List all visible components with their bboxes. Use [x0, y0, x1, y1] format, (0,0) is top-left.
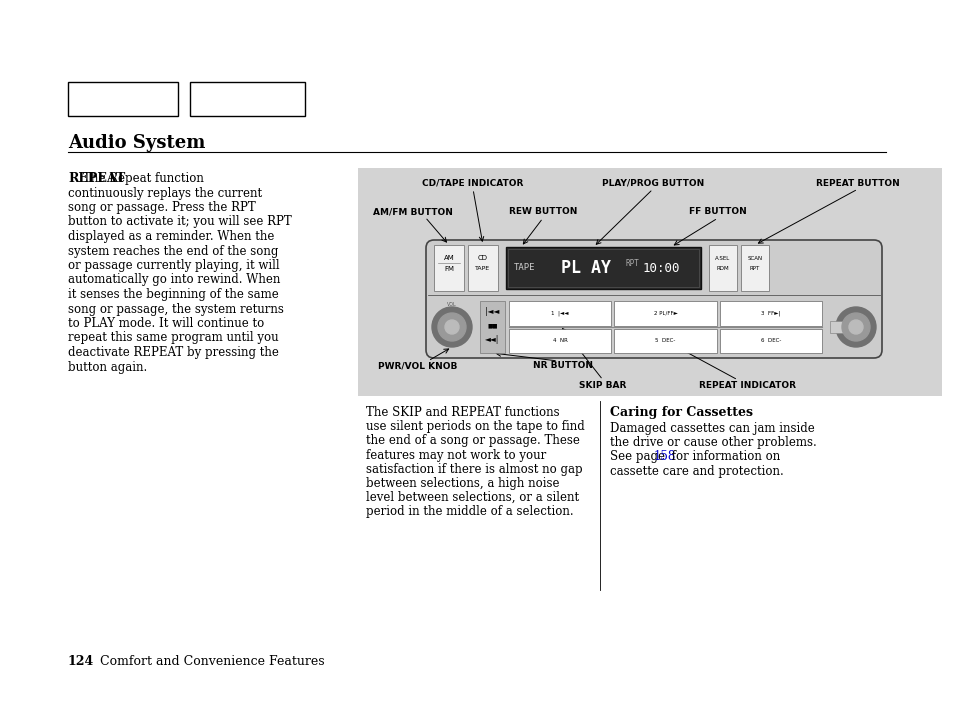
Text: the drive or cause other problems.: the drive or cause other problems. [609, 436, 816, 449]
Bar [507, 249, 699, 287]
Text: PWR/VOL KNOB: PWR/VOL KNOB [378, 361, 457, 371]
Text: 1  |◄◄: 1 |◄◄ [551, 310, 568, 316]
Text: 6  DEC-: 6 DEC- [760, 338, 781, 343]
Text: 5  DEC-: 5 DEC- [655, 338, 675, 343]
Bar [434, 245, 463, 291]
Text: FF BUTTON: FF BUTTON [688, 207, 746, 217]
Bar [479, 301, 504, 353]
Circle shape [835, 307, 875, 347]
Text: PL AY: PL AY [560, 259, 610, 277]
Text: SKIP BAR: SKIP BAR [578, 381, 626, 391]
Text: automatically go into rewind. When: automatically go into rewind. When [68, 273, 280, 287]
Text: displayed as a reminder. When the: displayed as a reminder. When the [68, 230, 274, 243]
Text: continuously replays the current: continuously replays the current [68, 187, 262, 200]
Circle shape [444, 320, 458, 334]
Bar [468, 245, 497, 291]
Bar [719, 301, 821, 325]
FancyBboxPatch shape [426, 240, 882, 358]
Text: The SKIP and REPEAT functions: The SKIP and REPEAT functions [366, 406, 559, 419]
Text: REPEAT INDICATOR: REPEAT INDICATOR [699, 381, 796, 391]
Text: TAPE: TAPE [514, 263, 535, 273]
Text: or passage currently playing, it will: or passage currently playing, it will [68, 259, 279, 272]
Text: the end of a song or passage. These: the end of a song or passage. These [366, 435, 579, 447]
Text: A.SEL: A.SEL [715, 256, 730, 261]
Text: AM: AM [443, 255, 454, 261]
Bar [505, 247, 700, 289]
Bar [509, 301, 611, 325]
Text: 10:00: 10:00 [642, 261, 679, 275]
Text: system reaches the end of the song: system reaches the end of the song [68, 244, 278, 258]
Text: cassette care and protection.: cassette care and protection. [609, 464, 783, 478]
Circle shape [841, 313, 869, 341]
Text: for information on: for information on [667, 450, 780, 464]
Text: RPT: RPT [625, 259, 639, 268]
Text: REW BUTTON: REW BUTTON [508, 207, 577, 217]
Bar [190, 82, 305, 116]
Text: features may not work to your: features may not work to your [366, 449, 546, 462]
Text: 3  FF►|: 3 FF►| [760, 310, 780, 316]
Bar [829, 321, 847, 333]
Text: 124: 124 [68, 655, 94, 668]
Text: PLAY/PROG BUTTON: PLAY/PROG BUTTON [601, 178, 703, 187]
Text: Audio System: Audio System [68, 134, 205, 152]
Text: period in the middle of a selection.: period in the middle of a selection. [366, 506, 573, 518]
Text: it senses the beginning of the same: it senses the beginning of the same [68, 288, 278, 301]
Text: RDM: RDM [716, 266, 728, 271]
Bar [509, 329, 611, 353]
Text: deactivate REPEAT by pressing the: deactivate REPEAT by pressing the [68, 346, 278, 359]
Bar [719, 329, 821, 353]
Bar [740, 245, 768, 291]
Text: song or passage. Press the RPT: song or passage. Press the RPT [68, 201, 255, 214]
Text: VOL: VOL [447, 302, 456, 307]
Text: NR BUTTON: NR BUTTON [533, 361, 593, 371]
Text: ◄◄|: ◄◄| [485, 334, 499, 344]
Bar [68, 82, 178, 116]
Text: SCAN: SCAN [746, 256, 761, 261]
Text: satisfaction if there is almost no gap: satisfaction if there is almost no gap [366, 463, 582, 476]
Text: song or passage, the system returns: song or passage, the system returns [68, 302, 284, 315]
Text: 2 PL/FF►: 2 PL/FF► [653, 311, 677, 316]
Text: use silent periods on the tape to find: use silent periods on the tape to find [366, 420, 584, 433]
Text: REPEAT: REPEAT [68, 172, 125, 185]
Bar [614, 329, 716, 353]
Text: FM: FM [443, 266, 454, 272]
Bar [357, 168, 941, 396]
Text: AM/FM BUTTON: AM/FM BUTTON [373, 207, 453, 217]
Text: Damaged cassettes can jam inside: Damaged cassettes can jam inside [609, 422, 814, 435]
Circle shape [437, 313, 465, 341]
Bar [614, 301, 716, 325]
Text: to PLAY mode. It will continue to: to PLAY mode. It will continue to [68, 317, 264, 330]
Text: ■■: ■■ [487, 324, 497, 329]
Text: repeat this same program until you: repeat this same program until you [68, 332, 278, 344]
Text: CD: CD [477, 255, 488, 261]
Circle shape [848, 320, 862, 334]
Text: CD/TAPE INDICATOR: CD/TAPE INDICATOR [422, 178, 523, 187]
Text: 4  NR: 4 NR [552, 338, 567, 343]
Text: RPT: RPT [749, 266, 760, 271]
Text: TAPE: TAPE [475, 266, 490, 271]
Text: Comfort and Convenience Features: Comfort and Convenience Features [100, 655, 324, 668]
Bar [708, 245, 737, 291]
Text: |◄◄: |◄◄ [485, 307, 499, 315]
Text: Caring for Cassettes: Caring for Cassettes [609, 406, 752, 419]
Text: button again.: button again. [68, 361, 147, 373]
Text: The Repeat function: The Repeat function [68, 172, 204, 185]
Text: REPEAT BUTTON: REPEAT BUTTON [815, 178, 899, 187]
Text: 158: 158 [653, 450, 675, 464]
Text: button to activate it; you will see RPT: button to activate it; you will see RPT [68, 216, 292, 229]
Text: between selections, a high noise: between selections, a high noise [366, 477, 558, 490]
Circle shape [432, 307, 472, 347]
Text: See page: See page [609, 450, 668, 464]
Text: level between selections, or a silent: level between selections, or a silent [366, 491, 578, 504]
